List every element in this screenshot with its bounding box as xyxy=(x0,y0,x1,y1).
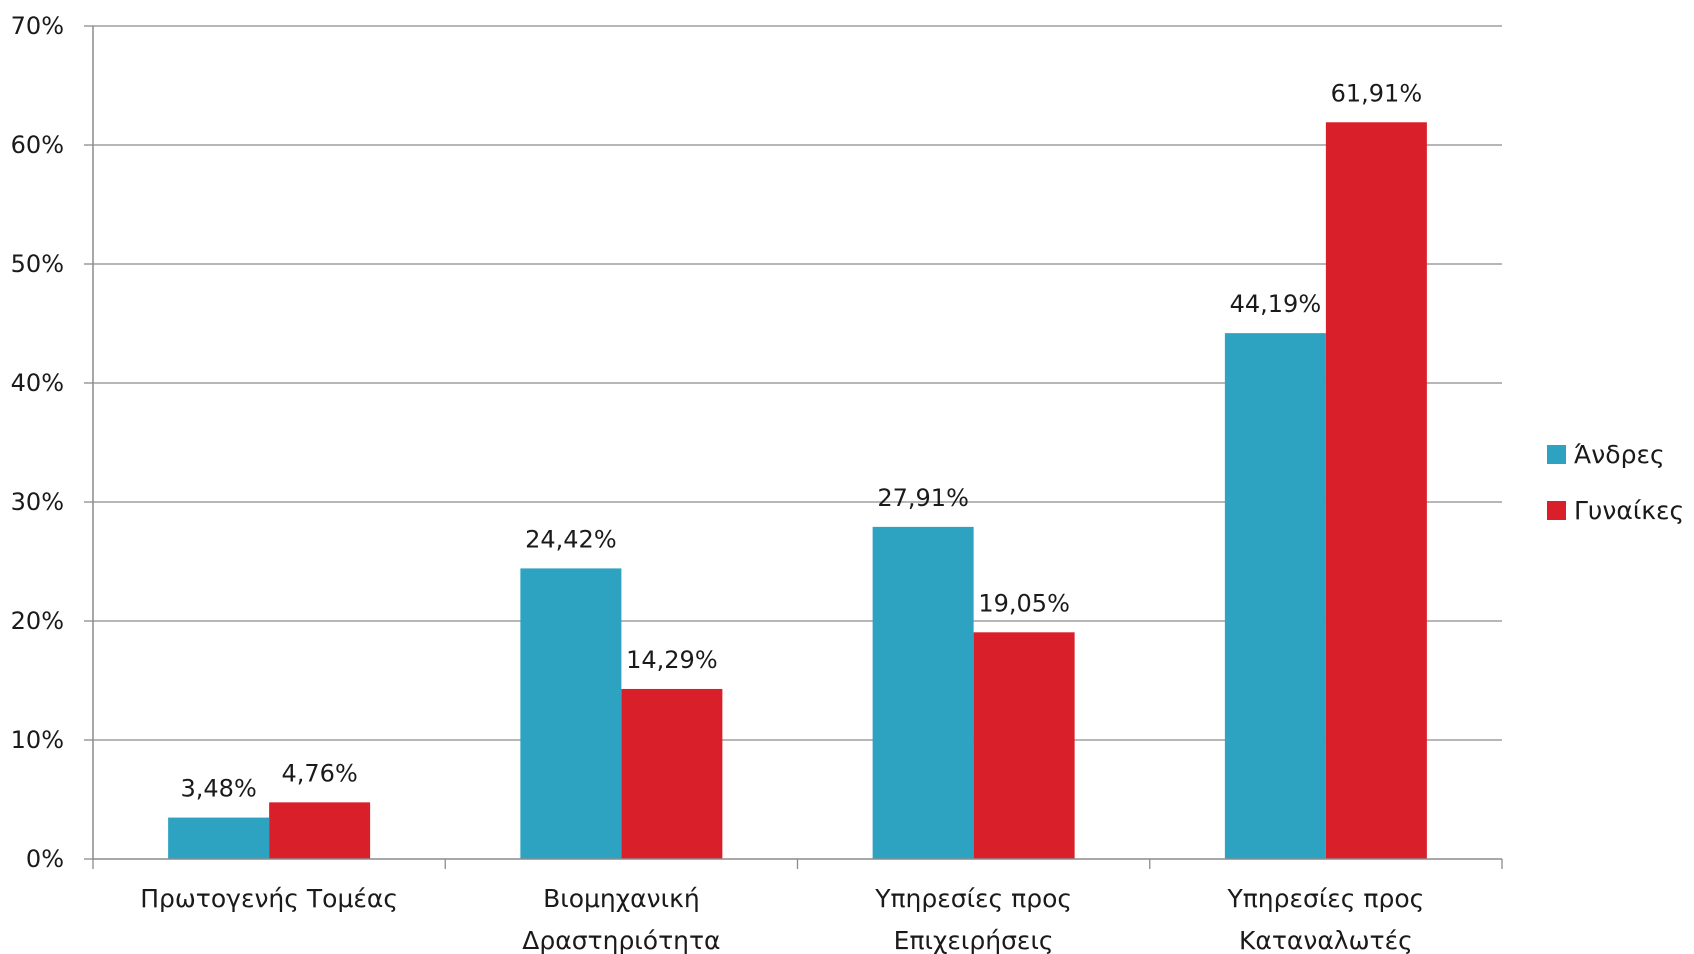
bar xyxy=(168,817,270,859)
data-label: 24,42% xyxy=(525,525,617,553)
x-tick-label: Πρωτογενής Τομέας xyxy=(140,884,398,913)
bar xyxy=(1224,333,1326,859)
legend-swatch xyxy=(1547,445,1566,464)
y-tick-label: 0% xyxy=(26,845,64,873)
y-tick-label: 30% xyxy=(11,488,64,516)
y-tick-label: 40% xyxy=(11,369,64,397)
x-tick-label: Δραστηριότητα xyxy=(522,926,720,954)
y-tick-label: 20% xyxy=(11,607,64,635)
bar xyxy=(973,632,1075,859)
legend: Άνδρες Γυναίκες xyxy=(1547,440,1684,525)
data-labels: 3,48% 4,76% 24,42% 14,29% 27,91% 19,05% 44,19%… xyxy=(181,79,1423,802)
x-tick-label: Υπηρεσίες προς xyxy=(1226,884,1424,913)
data-label: 27,91% xyxy=(877,484,969,512)
data-label: 3,48% xyxy=(181,775,257,803)
axes: 0% 10% 20% 30% 40% 50% 60% 70% Πρωτογενής Τομέας… xyxy=(11,12,1503,954)
data-label: 14,29% xyxy=(626,646,718,674)
legend-swatch xyxy=(1547,501,1566,520)
data-label: 61,91% xyxy=(1331,79,1423,107)
data-label: 44,19% xyxy=(1230,290,1322,318)
x-tick-label: Επιχειρήσεις xyxy=(894,926,1054,954)
gridlines xyxy=(93,25,1502,741)
y-tick-label: 60% xyxy=(11,131,64,159)
bar xyxy=(520,568,622,859)
bars xyxy=(168,122,1427,860)
bar xyxy=(621,688,723,859)
legend-label: Άνδρες xyxy=(1574,440,1665,469)
y-tick-label: 70% xyxy=(11,12,64,40)
x-tick-label: Βιομηχανική xyxy=(543,884,700,913)
x-tick-label: Υπηρεσίες προς xyxy=(874,884,1072,913)
x-tick-label: Καταναλωτές xyxy=(1239,926,1413,954)
legend-label: Γυναίκες xyxy=(1574,496,1684,525)
data-label: 4,76% xyxy=(282,759,358,787)
bar xyxy=(1325,122,1427,860)
y-tick-label: 10% xyxy=(11,726,64,754)
bar xyxy=(269,802,371,859)
bar xyxy=(872,526,974,859)
data-label: 19,05% xyxy=(978,589,1070,617)
y-tick-label: 50% xyxy=(11,250,64,278)
